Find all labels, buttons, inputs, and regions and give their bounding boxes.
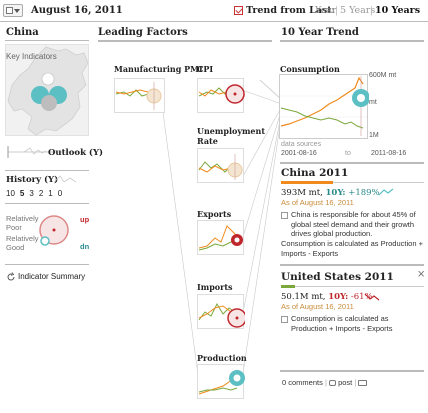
indicator-circle-bottom[interactable] xyxy=(41,95,57,111)
post-icon[interactable] xyxy=(329,380,336,387)
trend-end-date: 2011-08-16 xyxy=(371,150,407,157)
history-year-1[interactable]: 1 xyxy=(48,189,53,198)
chevron-down-icon xyxy=(14,9,20,13)
history-years[interactable]: 10 5 3 2 1 0 xyxy=(6,189,67,198)
trend-to-label: to xyxy=(345,150,351,157)
refresh-icon[interactable] xyxy=(6,272,16,282)
cpi-chart[interactable] xyxy=(197,78,245,114)
us-title: United States 2011 xyxy=(281,271,394,283)
cpi-label[interactable]: CPI xyxy=(197,64,214,74)
y-axis-min: 1M xyxy=(369,132,379,139)
post-link[interactable]: post xyxy=(338,378,353,387)
history-year-2[interactable]: 2 xyxy=(38,189,44,198)
indicator-dot[interactable] xyxy=(41,72,55,86)
us-bar-track xyxy=(295,286,424,287)
country-map[interactable] xyxy=(5,44,89,136)
unemployment-rate-label[interactable]: Unemployment Rate xyxy=(197,126,266,146)
imports-chart[interactable] xyxy=(197,294,245,330)
calendar-dropdown-button[interactable] xyxy=(3,4,23,17)
note-icon xyxy=(281,212,288,219)
history-year-10[interactable]: 10 xyxy=(6,189,15,198)
trend-start-date: 2001-08-16 xyxy=(281,150,317,157)
history-year-3[interactable]: 3 xyxy=(29,189,34,198)
trend-checkbox[interactable] xyxy=(234,6,243,15)
divider xyxy=(5,264,89,265)
history-year-0[interactable]: 0 xyxy=(57,189,63,198)
separator: | xyxy=(370,5,374,16)
trend-down-icon xyxy=(364,293,380,301)
us-as-of: As of August 16, 2011 xyxy=(281,302,354,311)
china-bar-track xyxy=(333,182,424,183)
section-divider xyxy=(280,264,424,266)
section-divider xyxy=(280,370,424,372)
china-color-bar xyxy=(281,181,333,184)
legend-circles xyxy=(39,215,69,246)
trend-option-5-years[interactable]: 5 Years xyxy=(340,5,376,16)
note-icon xyxy=(281,316,288,323)
exports-label[interactable]: Exports xyxy=(197,209,232,219)
us-change-label: 10Y: xyxy=(328,292,349,302)
ten-year-trend-title: 10 Year Trend xyxy=(281,27,359,38)
top-bar xyxy=(0,0,428,22)
separator: | xyxy=(335,5,339,16)
relatively-poor-label: Relatively Poor xyxy=(6,214,39,232)
key-indicators-label: Key Indicators xyxy=(6,52,57,61)
section-divider xyxy=(280,40,424,42)
trend-option-10-years[interactable]: 10 Years xyxy=(375,5,421,16)
china-title: China 2011 xyxy=(281,167,349,179)
outlook-label: Outlook (Y) xyxy=(48,148,104,158)
us-note: Consumption is calculated as Production … xyxy=(291,314,393,333)
connector-lines xyxy=(159,80,283,391)
y-axis-mid: mt xyxy=(369,99,377,106)
indicator-summary-link[interactable]: Indicator Summary xyxy=(18,272,86,281)
current-date: August 16, 2011 xyxy=(31,5,123,16)
relatively-good-label: Relatively Good xyxy=(6,234,39,252)
consumption-chart[interactable] xyxy=(279,74,369,140)
history-year-5[interactable]: 5 xyxy=(19,189,25,198)
legend-dn-label: dn xyxy=(80,242,90,251)
china-value: 393M mt, xyxy=(281,188,323,198)
production-chart[interactable] xyxy=(197,364,245,400)
leading-factors-title: Leading Factors xyxy=(98,27,188,38)
imports-label[interactable]: Imports xyxy=(197,282,233,292)
divider xyxy=(5,203,89,204)
us-change: -61% xyxy=(350,292,373,302)
divider xyxy=(5,40,89,41)
outlook-slider[interactable] xyxy=(6,138,90,174)
camera-icon[interactable] xyxy=(358,380,368,387)
section-divider xyxy=(98,40,272,42)
production-label[interactable]: Production xyxy=(197,353,247,363)
trend-up-icon xyxy=(378,188,394,196)
country-title: China xyxy=(6,27,39,38)
close-icon[interactable]: × xyxy=(417,269,426,280)
us-color-bar xyxy=(281,285,295,288)
history-label: History (Y) xyxy=(6,175,59,185)
consumption-chart-title: Consumption xyxy=(280,64,340,74)
exports-chart[interactable] xyxy=(197,220,245,256)
comments-bar: 0 comments | post | xyxy=(282,378,368,387)
china-description: China is responsible for about 45% of gl… xyxy=(291,210,416,238)
trend-option-year[interactable]: Year xyxy=(315,5,337,16)
data-sources-link[interactable]: data sources xyxy=(281,141,322,148)
us-value: 50.1M mt, xyxy=(281,292,326,302)
manufacturing-pmi-label[interactable]: Manufacturing PMI xyxy=(114,64,203,74)
legend-up-label: up xyxy=(80,215,90,224)
unemployment-rate-chart[interactable] xyxy=(197,148,245,184)
china-change: +189% xyxy=(348,188,380,198)
history-sparkline-icon xyxy=(53,175,77,183)
calendar-icon xyxy=(6,7,13,14)
section-divider xyxy=(280,162,424,164)
trend-label: Trend from Last: xyxy=(246,5,336,16)
china-change-label: 10Y: xyxy=(325,188,346,198)
map-svg xyxy=(7,46,89,136)
china-as-of: As of August 16, 2011 xyxy=(281,198,354,207)
china-note: Consumption is calculated as Production … xyxy=(281,239,423,258)
y-axis-max: 600M mt xyxy=(369,72,397,79)
divider xyxy=(5,170,89,171)
manufacturing-pmi-chart[interactable] xyxy=(114,78,166,114)
comments-link[interactable]: 0 comments xyxy=(282,378,323,387)
